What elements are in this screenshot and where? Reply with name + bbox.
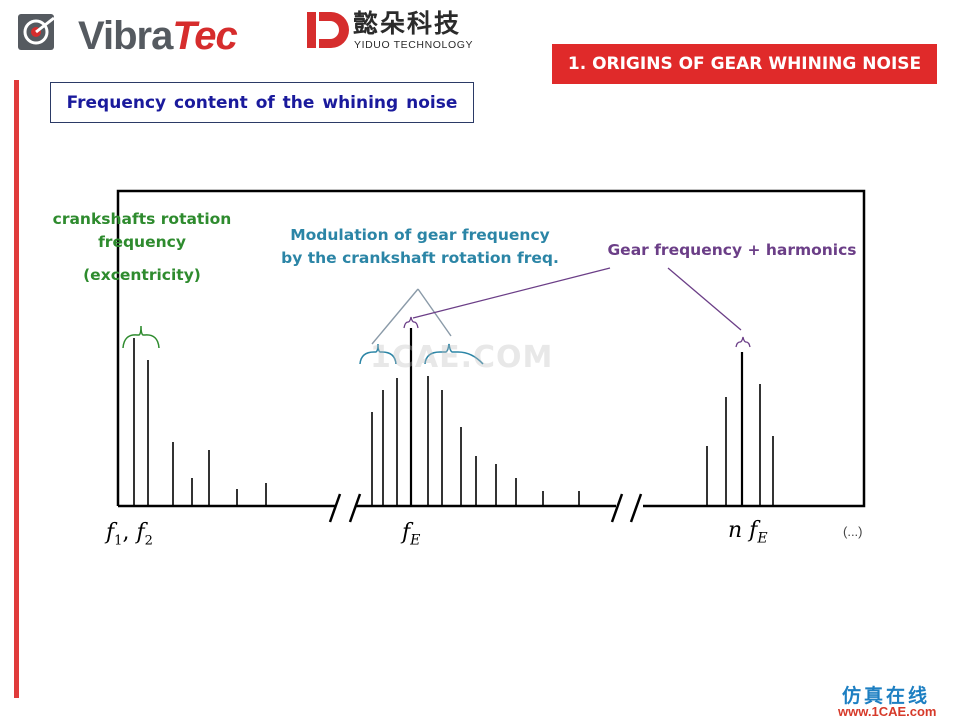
brace-gear-fe bbox=[403, 316, 419, 329]
pointer-line bbox=[371, 288, 419, 345]
label-ellipsis: (...) bbox=[843, 524, 863, 539]
yiduo-logo-english: YIDUO TECHNOLOGY bbox=[354, 39, 474, 51]
spectral-lines-harmonic-nfe bbox=[706, 352, 774, 506]
label-crankshaft-line2: frequency bbox=[98, 233, 186, 251]
label-nfe: n fE bbox=[728, 518, 768, 547]
pointer-line bbox=[412, 267, 611, 319]
label-gear-harmonics: Gear frequency + harmonics bbox=[607, 241, 857, 259]
label-f1-f2: f1, f2 bbox=[106, 520, 153, 549]
spectral-lines-gear-fe bbox=[371, 328, 580, 506]
left-accent-bar bbox=[14, 80, 19, 698]
yiduo-logo-icon bbox=[307, 12, 349, 48]
pointer-line bbox=[667, 267, 742, 331]
footer-site-chinese: 仿真在线 bbox=[842, 685, 931, 707]
vibratec-logo: VibraTec bbox=[16, 10, 286, 58]
slide-title: Frequency content of the whining noise bbox=[50, 82, 474, 123]
brace-gear-nfe bbox=[735, 336, 751, 348]
label-crankshaft-line1: crankshafts rotation bbox=[52, 210, 232, 228]
spectrum-frame bbox=[116, 189, 866, 508]
label-modulation-line1: Modulation of gear frequency bbox=[290, 226, 550, 244]
yiduo-logo-chinese: 懿朵科技 bbox=[353, 9, 462, 38]
watermark: 1CAE.COM bbox=[370, 340, 554, 375]
label-modulation-line2: by the crankshaft rotation freq. bbox=[281, 249, 559, 267]
section-title: 1. ORIGINS OF GEAR WHINING NOISE bbox=[552, 44, 937, 84]
axis-break-2 bbox=[610, 493, 643, 523]
brace-sideband-left bbox=[359, 343, 397, 365]
footer-site-url: www.1CAE.com bbox=[838, 704, 937, 719]
vibratec-logo-icon bbox=[18, 14, 55, 50]
label-crankshaft-rotation: crankshafts rotation frequency (excentri… bbox=[40, 208, 244, 287]
axis-break-1 bbox=[328, 493, 362, 523]
label-crankshaft-line3: (excentricity) bbox=[83, 266, 201, 284]
yiduo-logo: 懿朵科技 YIDUO TECHNOLOGY bbox=[305, 8, 495, 54]
spectral-lines-crankshaft bbox=[133, 338, 267, 506]
label-fe: fE bbox=[402, 520, 421, 549]
pointer-lines-gear bbox=[412, 267, 742, 331]
vibratec-logo-text: VibraTec bbox=[78, 14, 238, 58]
brace-sideband-right bbox=[424, 343, 484, 365]
brace-crankshaft bbox=[122, 325, 160, 349]
label-modulation: Modulation of gear frequency by the cran… bbox=[262, 224, 578, 270]
